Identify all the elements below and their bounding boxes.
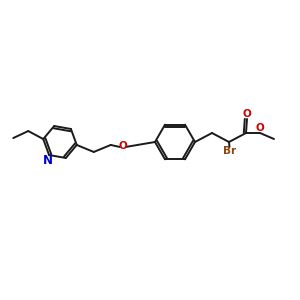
Text: O: O	[256, 123, 264, 133]
Text: O: O	[243, 109, 251, 119]
Text: Br: Br	[224, 146, 237, 156]
Text: O: O	[118, 141, 127, 151]
Text: N: N	[43, 154, 53, 166]
